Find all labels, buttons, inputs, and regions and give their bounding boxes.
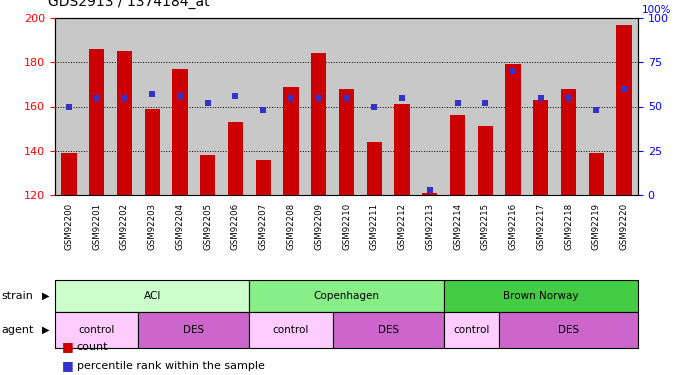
Bar [55, 18, 83, 195]
Text: percentile rank within the sample: percentile rank within the sample [77, 361, 264, 370]
Bar [478, 126, 493, 195]
Text: control: control [79, 325, 115, 335]
Bar [443, 312, 499, 348]
Bar [250, 18, 277, 195]
Text: DES: DES [558, 325, 579, 335]
Bar [89, 49, 104, 195]
Bar [333, 312, 443, 348]
Bar [527, 18, 555, 195]
Bar [361, 18, 388, 195]
Bar [200, 155, 216, 195]
Text: GDS2913 / 1374184_at: GDS2913 / 1374184_at [48, 0, 210, 9]
Bar [450, 116, 465, 195]
Bar [610, 18, 638, 195]
Bar [388, 18, 416, 195]
Bar [166, 18, 194, 195]
Text: agent: agent [1, 325, 34, 335]
Bar [533, 100, 549, 195]
Bar [616, 25, 632, 195]
Bar [505, 64, 521, 195]
Text: strain: strain [1, 291, 33, 301]
Bar [117, 51, 132, 195]
Text: count: count [77, 342, 108, 352]
Bar [499, 312, 638, 348]
Bar [256, 160, 271, 195]
Text: control: control [273, 325, 309, 335]
Bar [471, 18, 499, 195]
Bar [582, 18, 610, 195]
Text: ▶: ▶ [42, 291, 49, 301]
Text: ACI: ACI [144, 291, 161, 301]
Bar [305, 18, 333, 195]
Bar [422, 193, 437, 195]
Bar [333, 18, 361, 195]
Text: DES: DES [378, 325, 399, 335]
Text: ■: ■ [62, 340, 73, 353]
Text: DES: DES [183, 325, 204, 335]
Bar [367, 142, 382, 195]
Bar [283, 87, 298, 195]
Bar [443, 18, 471, 195]
Bar [61, 153, 77, 195]
Bar [55, 280, 250, 312]
Bar [222, 18, 250, 195]
Bar [111, 18, 138, 195]
Text: Copenhagen: Copenhagen [313, 291, 380, 301]
Bar [339, 89, 354, 195]
Bar [589, 153, 604, 195]
Text: Brown Norway: Brown Norway [503, 291, 578, 301]
Text: control: control [453, 325, 490, 335]
Bar [144, 109, 160, 195]
Bar [194, 18, 222, 195]
Text: 100%: 100% [642, 5, 672, 15]
Bar [561, 89, 576, 195]
Bar [172, 69, 188, 195]
Bar [395, 104, 410, 195]
Bar [138, 18, 166, 195]
Bar [277, 18, 305, 195]
Bar [250, 312, 333, 348]
Bar [138, 312, 250, 348]
Text: ▶: ▶ [42, 325, 49, 335]
Text: ■: ■ [62, 359, 73, 372]
Bar [83, 18, 111, 195]
Bar [499, 18, 527, 195]
Bar [416, 18, 443, 195]
Bar [55, 312, 138, 348]
Bar [250, 280, 443, 312]
Bar [228, 122, 243, 195]
Bar [555, 18, 582, 195]
Bar [311, 53, 326, 195]
Bar [443, 280, 638, 312]
